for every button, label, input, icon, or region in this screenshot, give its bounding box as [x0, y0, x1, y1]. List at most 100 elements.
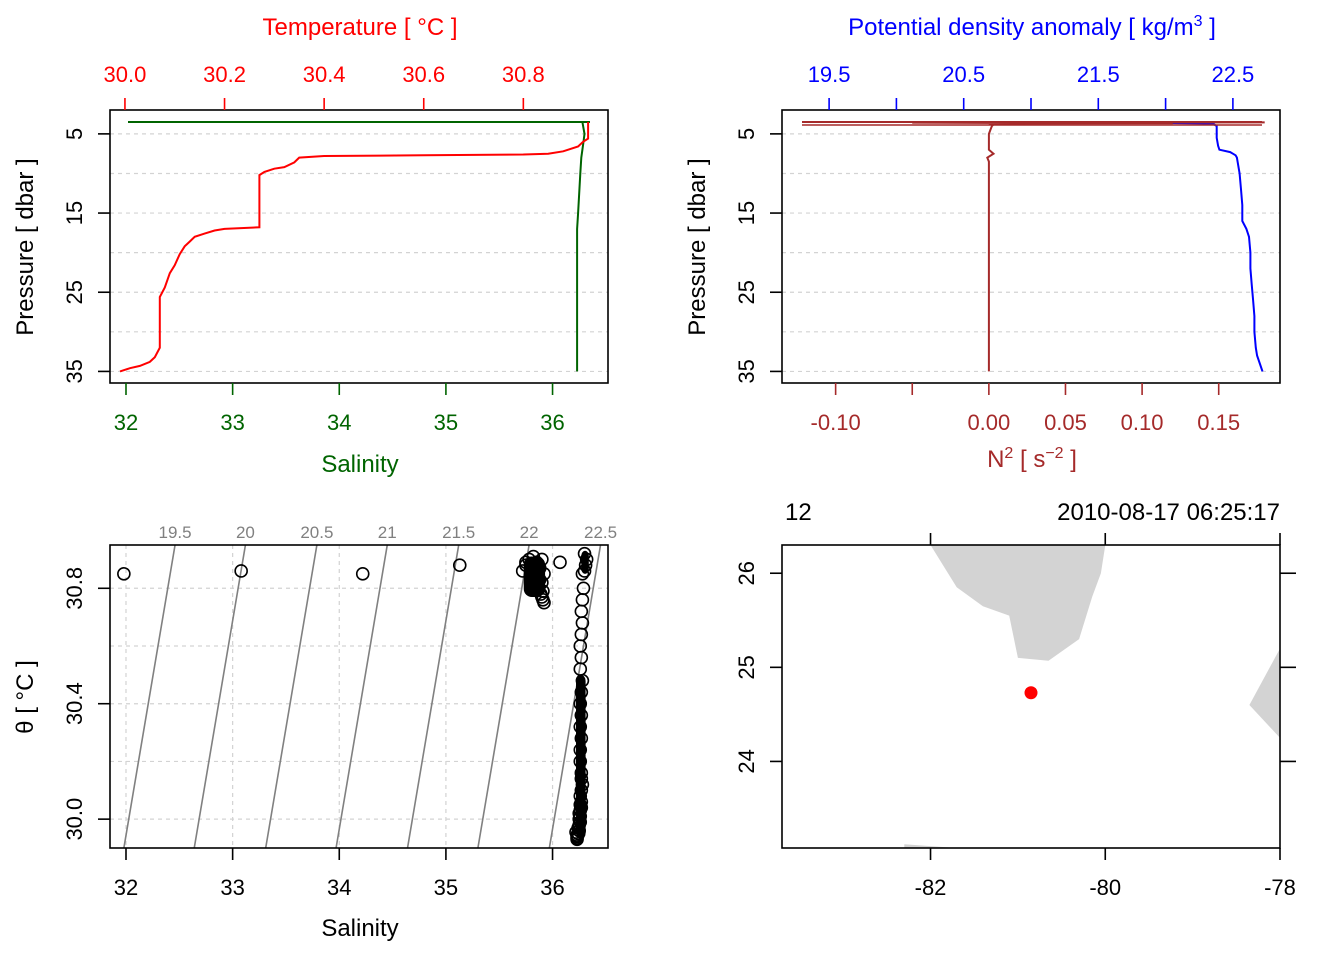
n2-tick-label: 0.00: [967, 410, 1010, 435]
pressure-tick-label: 35: [734, 359, 759, 383]
land-bahamas: [1249, 648, 1280, 738]
salinity-line: [576, 121, 586, 372]
theta-tick-label: 30.0: [62, 798, 87, 841]
lat-tick-label: 26: [734, 561, 759, 585]
ts-point-cluster-surface: [581, 550, 589, 574]
p3-plot-frame: [109, 544, 609, 849]
map-axes: -82 -80 -78 24 25 26: [734, 533, 1296, 900]
temperature-axis: 30.0 30.2 30.4 30.6 30.8: [104, 62, 545, 110]
n2-tick-label: -0.10: [811, 410, 861, 435]
isopycnal-label: 22.5: [584, 523, 617, 542]
isopycnal-label: 19.5: [159, 523, 192, 542]
ts-point-cluster-top: [523, 556, 546, 597]
salinity-tick-label: 35: [434, 410, 458, 435]
lon-tick-label: -82: [915, 875, 947, 900]
p1-series: [119, 121, 590, 373]
lon-tick-label: -78: [1264, 875, 1296, 900]
n2-tick-label: 0.05: [1044, 410, 1087, 435]
temperature-line: [119, 122, 590, 373]
p2-gridlines: [782, 133, 1280, 373]
density-title-end: ]: [1203, 14, 1216, 41]
density-title-main: Potential density anomaly [ kg/m: [848, 14, 1194, 41]
ts-point: [553, 555, 567, 570]
isopycnal-line: [264, 544, 318, 849]
n2-axis-title: N2 [ s−2 ]: [987, 445, 1077, 473]
pressure-axis-title-left: Pressure [ dbar ]: [12, 158, 39, 335]
ts-point: [355, 567, 370, 581]
temperature-tick-label: 30.4: [303, 62, 346, 87]
ts-salinity-tick-label: 32: [114, 875, 138, 900]
temperature-tick-label: 30.6: [402, 62, 445, 87]
theta-tick-label: 30.4: [62, 682, 87, 725]
pressure-axis-left: 5 15 25 35: [62, 128, 110, 384]
isopycnal-line: [335, 544, 389, 849]
pressure-tick-label: 5: [734, 128, 759, 140]
salinity-tick-label: 34: [327, 410, 351, 435]
pressure-tick-label: 5: [62, 128, 87, 140]
density-tick-label: 20.5: [942, 62, 985, 87]
lat-tick-label: 24: [734, 749, 759, 773]
isopycnal-line: [193, 544, 247, 849]
n2-title-end: ]: [1064, 446, 1077, 473]
ts-profile-panel: Temperature [ °C ] 30.0 30.2 30.4 30.6 30.8 …: [12, 14, 609, 478]
temperature-tick-label: 30.8: [502, 62, 545, 87]
pressure-tick-label: 15: [62, 201, 87, 225]
salinity-axis-title: Salinity: [321, 451, 398, 478]
map-station: [1024, 686, 1038, 700]
ts-diagram-panel: 19.5 20 20.5 21 21.5 22 22.5 32 33 34 35 36 30.030…: [12, 523, 617, 942]
n2-title-sup2: −2: [1045, 445, 1063, 462]
isopycnal-label: 21: [378, 523, 397, 542]
n2-tick-label: 0.15: [1197, 410, 1240, 435]
density-n2-panel: Potential density anomaly [ kg/m3 ] 19.5…: [684, 13, 1281, 473]
salinity-tick-label: 32: [114, 410, 138, 435]
theta-axis: 30.0 30.4 30.8: [62, 567, 110, 841]
density-tick-label: 19.5: [808, 62, 851, 87]
lat-tick-label: 25: [734, 655, 759, 679]
temperature-tick-label: 30.0: [104, 62, 147, 87]
isopycnal-line: [406, 544, 460, 849]
density-axis: 19.5 20.5 21.5 22.5: [808, 62, 1254, 110]
p3-gridlines: [110, 545, 608, 848]
isopycnal-label: 20: [236, 523, 255, 542]
p1-gridlines: [110, 133, 608, 373]
isopycnal-label: 21.5: [442, 523, 475, 542]
station-marker: [1024, 686, 1038, 700]
salinity-tick-label: 33: [220, 410, 244, 435]
temperature-tick-label: 30.2: [203, 62, 246, 87]
ts-salinity-tick-label: 33: [220, 875, 244, 900]
p2-series: [802, 121, 1265, 372]
theta-tick-label: 30.8: [62, 567, 87, 610]
p4-map-frame: [781, 544, 1281, 849]
n2-title-sup: 2: [1004, 445, 1013, 462]
isopycnal-line: [477, 544, 530, 849]
ts-point: [574, 604, 589, 619]
n2-axis: -0.10 0.00 0.05 0.10 0.15: [811, 383, 1240, 435]
density-line: [1138, 121, 1264, 372]
density-axis-title: Potential density anomaly [ kg/m3 ]: [848, 13, 1216, 41]
isopycnal-line: [123, 544, 176, 849]
p3-isopycnals: 19.5 20 20.5 21 21.5 22 22.5: [123, 523, 617, 849]
n2-line: [835, 121, 1265, 372]
p1-plot-frame: [109, 109, 609, 384]
density-tick-label: 22.5: [1211, 62, 1254, 87]
pressure-tick-label: 25: [734, 280, 759, 304]
ts-point: [117, 567, 131, 581]
density-tick-label: 21.5: [1077, 62, 1120, 87]
n2-title-mid: [ s: [1013, 446, 1045, 473]
ts-salinity-tick-label: 36: [540, 875, 564, 900]
salinity-axis: 32 33 34 35 36: [114, 383, 565, 435]
p2-plot-frame: [781, 109, 1281, 384]
theta-axis-title: θ [ °C ]: [12, 660, 39, 734]
station-datetime: 2010-08-17 06:25:17: [1057, 499, 1280, 526]
ts-salinity-axis-title: Salinity: [321, 915, 398, 942]
ts-point: [452, 558, 467, 573]
ts-salinity-tick-label: 35: [434, 875, 458, 900]
pressure-axis-title-right-panel: Pressure [ dbar ]: [684, 158, 711, 335]
pressure-axis-right-panel: 5 15 25 35: [734, 128, 782, 384]
isopycnal-label: 22: [520, 523, 539, 542]
pressure-tick-label: 15: [734, 201, 759, 225]
density-title-sup: 3: [1194, 13, 1203, 30]
land-florida: [930, 545, 1110, 661]
ts-salinity-axis: 32 33 34 35 36: [114, 848, 565, 900]
